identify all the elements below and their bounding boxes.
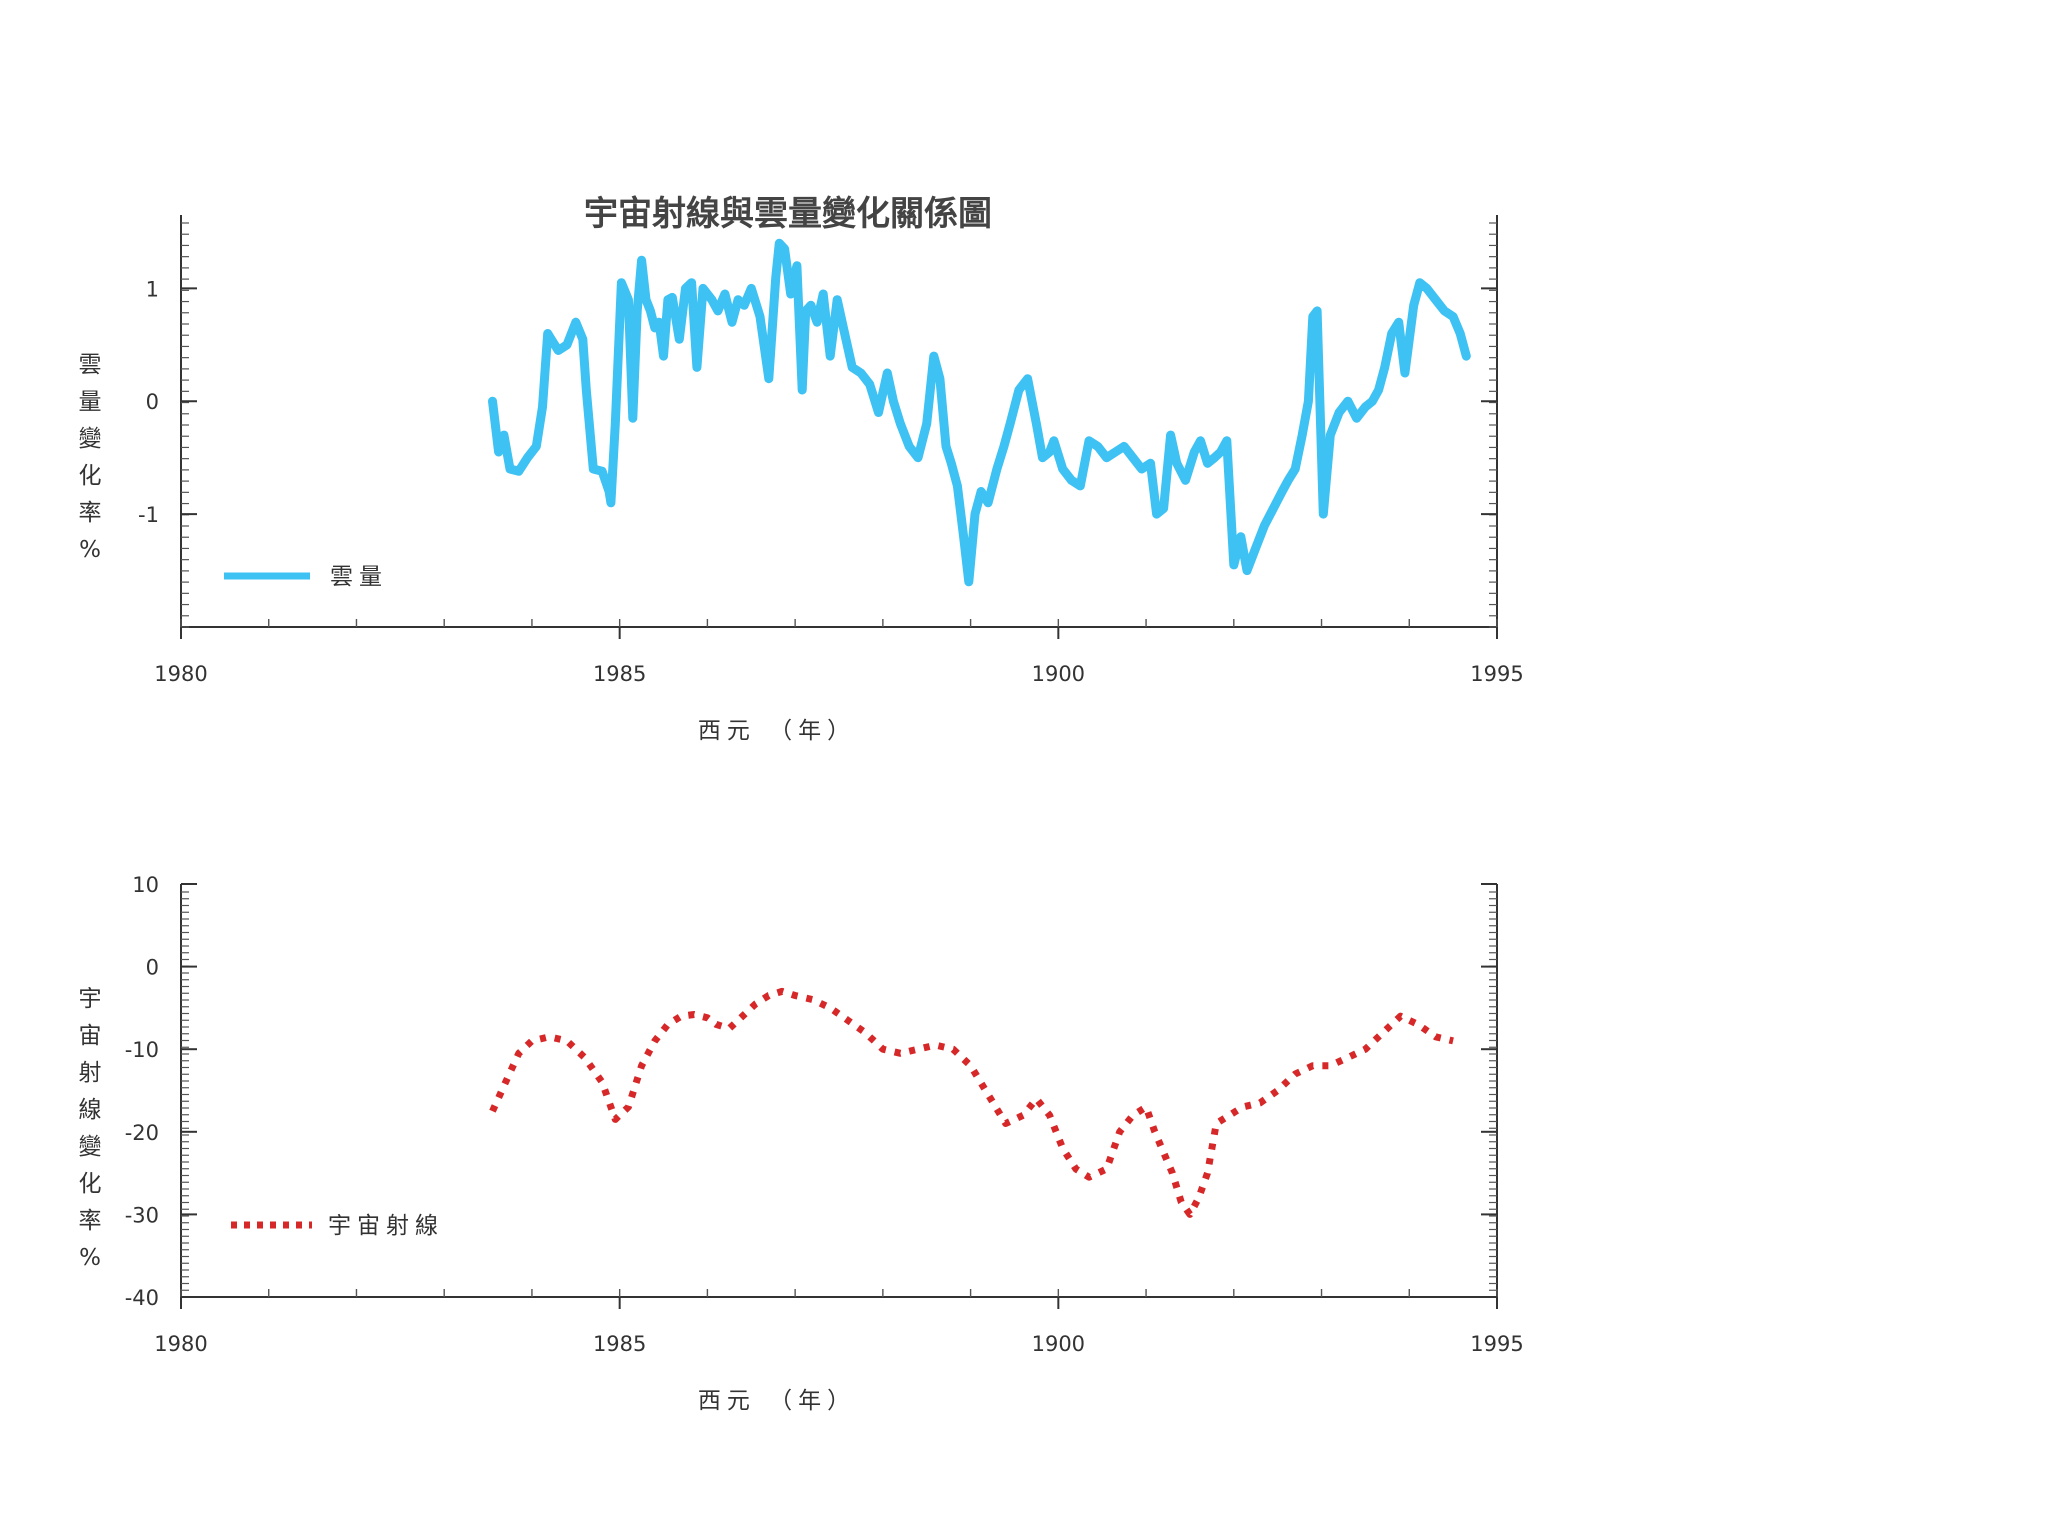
x-tick-label: 1995 — [1470, 662, 1523, 686]
x-tick-label: 1995 — [1470, 1332, 1523, 1356]
cosmic-legend-label: 宇宙射線 — [328, 1213, 444, 1239]
x-tick-label: 1985 — [593, 662, 646, 686]
cosmic-ray-line — [489, 987, 1454, 1218]
cosmic-chart-frame — [180, 884, 1498, 1298]
y-tick-label: 1 — [146, 277, 159, 301]
x-tick-label: 1980 — [154, 1332, 207, 1356]
cosmic-x-axis-title: 西元 （年） — [698, 1388, 856, 1414]
cosmic-y-ticks: 10 0 -10 -20 -30 -40 — [125, 873, 1497, 1310]
y-tick-label: -20 — [125, 1121, 159, 1145]
cloud-chart-frame — [180, 215, 1498, 628]
cloud-chart: 宇宙射線與雲量變化關係圖 1 0 -1 1980 1985 1900 1995 雲量變化率… — [79, 194, 1524, 744]
cloud-y-axis-title: 雲量變化率% — [79, 352, 102, 563]
y-tick-label: 0 — [146, 390, 159, 414]
cloud-line — [488, 238, 1471, 587]
cosmic-y-axis-title: 宇宙射線變化率% — [79, 986, 102, 1271]
y-tick-label: 10 — [132, 873, 159, 897]
x-tick-label: 1900 — [1032, 662, 1085, 686]
cloud-legend-label: 雲量 — [330, 564, 388, 590]
cloud-x-ticks: 1980 1985 1900 1995 — [154, 627, 1524, 686]
cloud-y-ticks: 1 0 -1 — [138, 277, 1497, 527]
x-tick-label: 1985 — [593, 1332, 646, 1356]
cloud-legend: 雲量 — [224, 564, 388, 590]
y-tick-label: -1 — [138, 503, 159, 527]
cloud-series — [488, 238, 1471, 587]
cloud-x-axis-title: 西元 （年） — [698, 718, 856, 744]
cosmic-x-ticks: 1980 1985 1900 1995 — [154, 1297, 1524, 1356]
x-tick-label: 1900 — [1032, 1332, 1085, 1356]
y-tick-label: 0 — [146, 956, 159, 980]
y-tick-label: -30 — [125, 1203, 159, 1227]
cosmic-legend: 宇宙射線 — [231, 1213, 444, 1239]
cosmic-ray-chart: 10 0 -10 -20 -30 -40 1980 1985 1900 1995 宇宙射線變化率… — [79, 873, 1524, 1414]
y-tick-label: -40 — [125, 1286, 159, 1310]
cosmic-series — [489, 987, 1454, 1218]
y-tick-label: -10 — [125, 1038, 159, 1062]
x-tick-label: 1980 — [154, 662, 207, 686]
chart-title: 宇宙射線與雲量變化關係圖 — [584, 194, 992, 234]
